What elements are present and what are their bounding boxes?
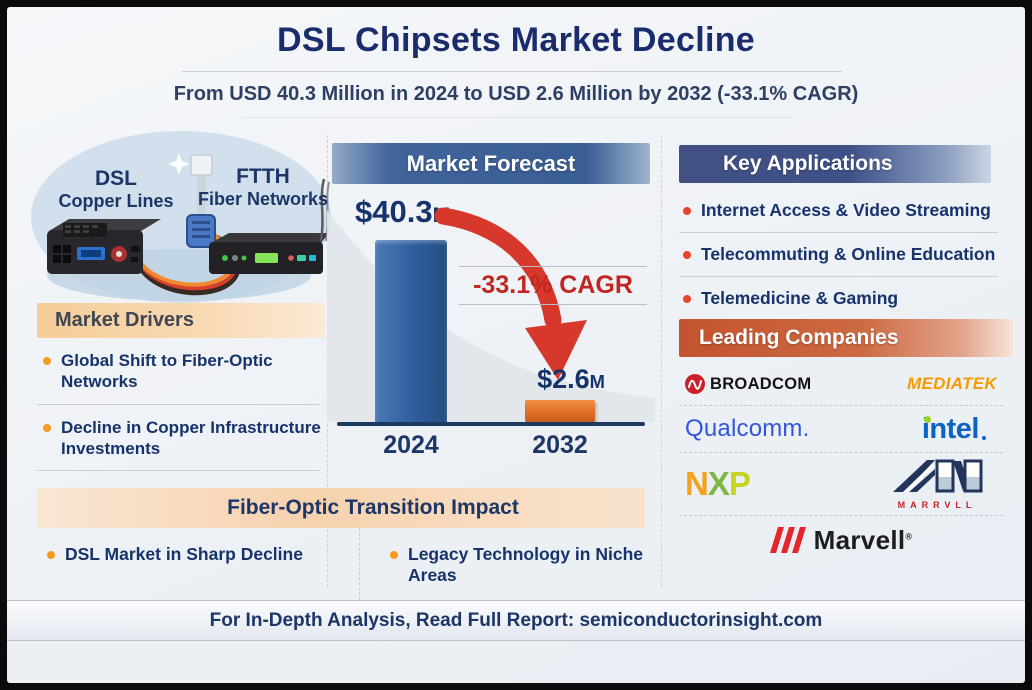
dsl-copper-lines-label: DSL Copper Lines [58, 167, 174, 212]
list-item: Decline in Copper Infrastructure Investm… [37, 405, 325, 471]
value-label-2032: $2.6M [537, 364, 605, 394]
marvell-slashes-icon [769, 527, 806, 553]
bullet-icon [43, 357, 51, 365]
mediatek-logo: MEDIATEK [907, 374, 997, 393]
footer-banner: For In-Depth Analysis, Read Full Report:… [7, 600, 1025, 641]
bar-2032 [525, 400, 595, 422]
list-item: Global Shift to Fiber-Optic Networks [37, 338, 325, 404]
x-axis-line [337, 422, 645, 426]
logo-row: Marvell® [679, 516, 1003, 564]
leading-companies-logos: BROADCOM MEDIATEK Qualcomm. intel NXP [679, 363, 1003, 564]
market-forecast-chart: Market Forecast $40.3M -33.1% CAGR $2.6M [325, 130, 657, 475]
ftth-fiber-networks-label: FTTH Fiber Networks [197, 165, 329, 210]
list-item: DSL Market in Sharp Decline [37, 528, 360, 600]
list-item: Telecommuting & Online Education [679, 233, 1005, 276]
broadcom-logo: BROADCOM [685, 374, 811, 394]
transition-impact-section: Fiber-Optic Transition Impact DSL Market… [37, 488, 645, 601]
bullet-icon [683, 294, 691, 303]
logo-row: Qualcomm. intel [679, 406, 1003, 453]
list-item: Internet Access & Video Streaming [679, 189, 1005, 232]
qualcomm-logo: Qualcomm. [685, 415, 810, 442]
transition-impact-header: Fiber-Optic Transition Impact [37, 488, 645, 528]
bullet-icon [43, 423, 51, 432]
logo-row: BROADCOM MEDIATEK [679, 363, 1003, 406]
marvell-logo: Marvell® [769, 525, 913, 556]
market-forecast-header: Market Forecast [332, 143, 650, 184]
annotation-divider [459, 304, 647, 305]
transition-impact-items: DSL Market in Sharp Decline Legacy Techn… [37, 528, 645, 600]
x-tick-2032: 2032 [532, 431, 588, 459]
subtitle-divider [242, 117, 792, 118]
intel-logo: intel [921, 412, 987, 445]
right-column: Key Applications Internet Access & Video… [668, 133, 1020, 603]
market-drivers-section: Market Drivers Global Shift to Fiber-Opt… [37, 303, 325, 471]
intel-green-dot-icon [923, 415, 931, 423]
network-devices-illustration-icon [31, 131, 331, 303]
list-divider [679, 275, 999, 277]
bullet-icon [390, 551, 398, 559]
market-drivers-list: Global Shift to Fiber-Optic Networks Dec… [37, 338, 325, 471]
bullet-icon [683, 207, 691, 215]
bullet-icon [47, 551, 55, 559]
key-applications-list: Internet Access & Video Streaming Teleco… [679, 189, 1005, 320]
list-divider [37, 470, 320, 471]
column-separator-right [661, 135, 662, 587]
annotation-divider [459, 266, 647, 267]
page-subtitle: From USD 40.3 Million in 2024 to USD 2.6… [173, 83, 859, 105]
cagr-annotation: -33.1% CAGR [459, 266, 647, 305]
broadcom-pulse-icon [685, 374, 705, 394]
nxp-logo: NXP [685, 465, 751, 502]
marrvll-logo: MARRVLL [891, 459, 983, 510]
list-item: Telemedicine & Gaming [679, 277, 1005, 320]
title-divider [182, 71, 842, 72]
decline-arrow-icon [434, 207, 587, 380]
bullet-icon [683, 250, 691, 259]
key-applications-header: Key Applications [679, 145, 991, 183]
list-item: Legacy Technology in Niche Areas [360, 528, 645, 600]
leading-companies-header: Leading Companies [679, 319, 1013, 357]
bar-2024 [375, 240, 447, 422]
x-tick-2024: 2024 [383, 431, 439, 459]
list-divider [37, 403, 320, 405]
list-divider [679, 231, 999, 233]
dsl-ftth-illustration: DSL Copper Lines FTTH Fiber Networks [29, 127, 334, 309]
page-title: DSL Chipsets Market Decline [277, 21, 755, 59]
market-drivers-header: Market Drivers [37, 303, 325, 338]
marrvll-m-icon [893, 459, 983, 492]
logo-row: NXP MARRVLL [679, 453, 1003, 516]
poster-background: DSL Chipsets Market Decline From USD 40.… [7, 7, 1025, 683]
